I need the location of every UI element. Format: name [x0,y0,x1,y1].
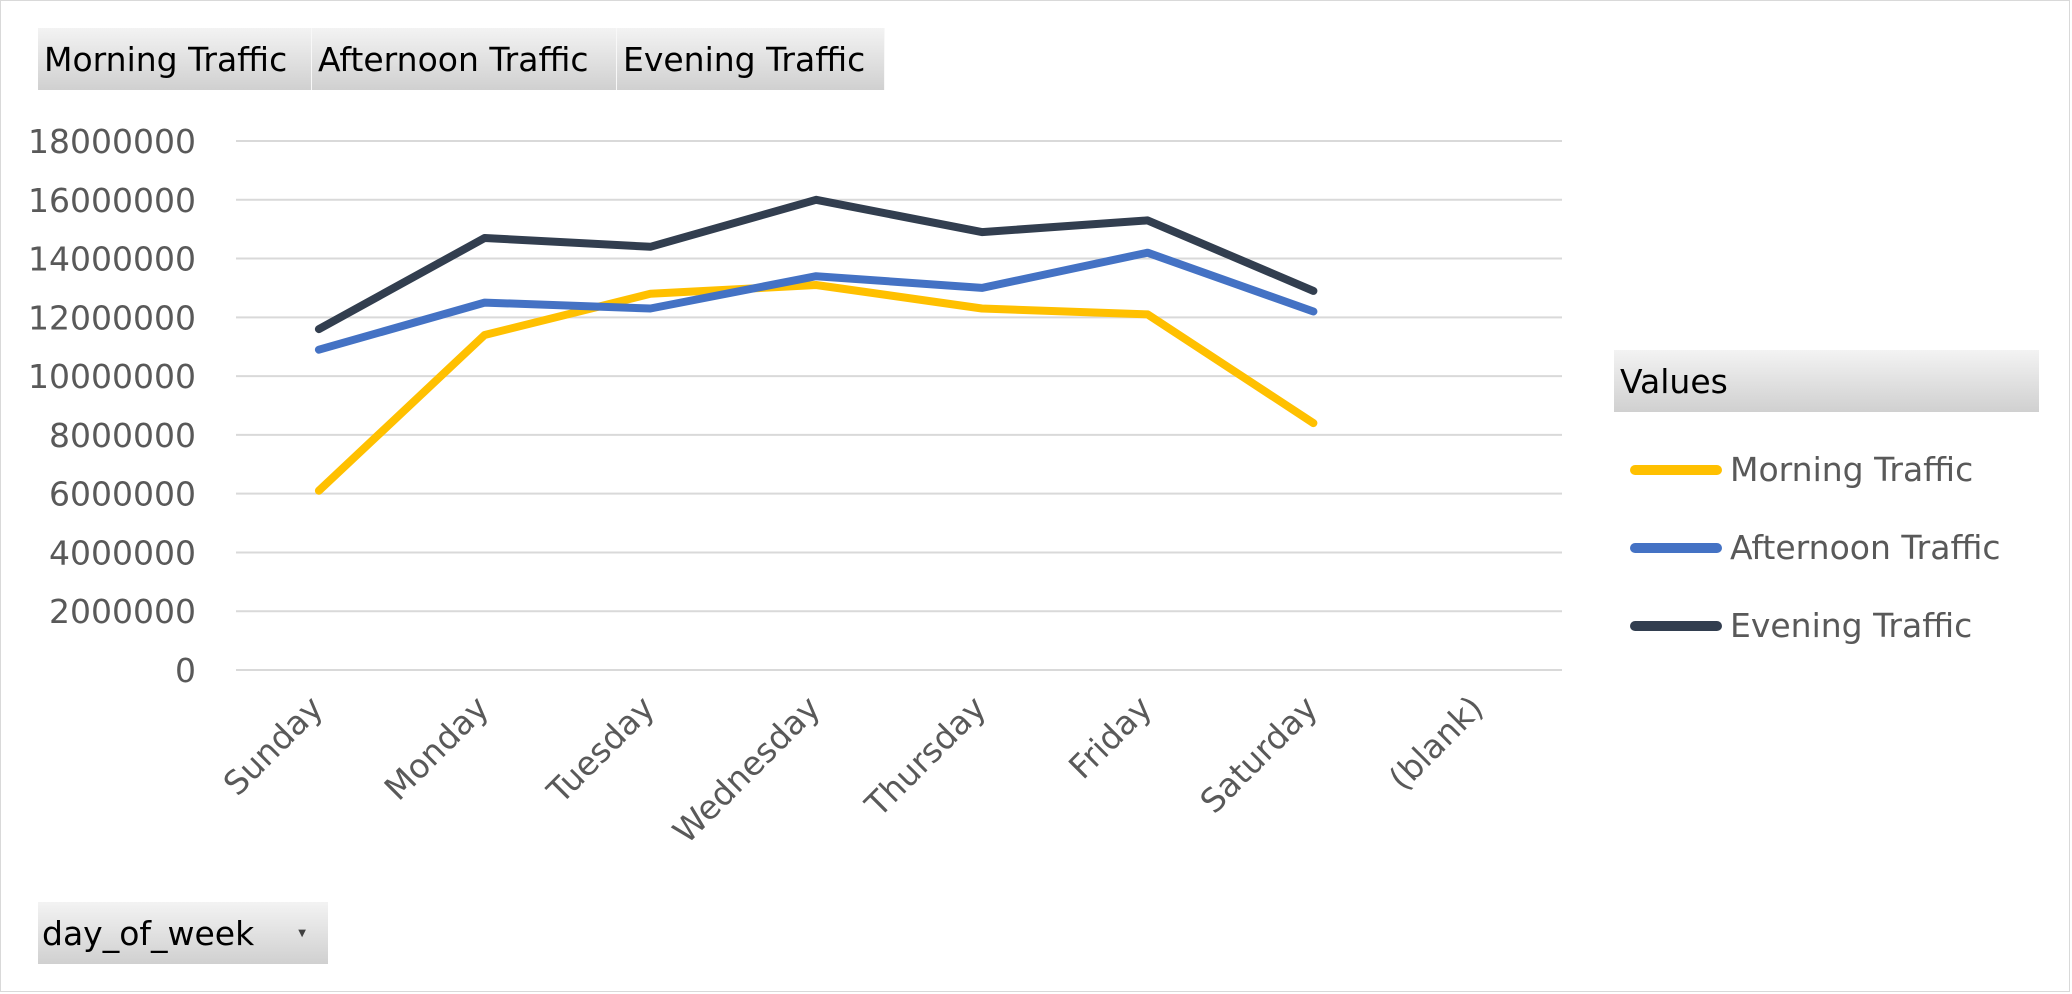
legend-swatch [1630,542,1722,553]
series-lines [314,195,1318,495]
x-tick-label: Friday [1061,688,1159,786]
filter-label: day_of_week [42,913,255,953]
x-tick-label: Wednesday [665,688,828,851]
y-tick-label: 18000000 [28,122,196,161]
legend-label: Afternoon Traffic [1730,528,2001,567]
y-tick-label: 16000000 [28,181,196,220]
y-tick-label: 12000000 [28,298,196,337]
x-tick-label: Saturday [1192,688,1325,821]
x-axis-ticks: Sunday Monday Tuesday Wednesday Thursday Frid… [216,688,1491,851]
x-tick-label: (blank) [1381,688,1491,798]
field-button-morning-traffic[interactable]: Morning Traffic [38,28,312,90]
y-axis-ticks: 0 2000000 4000000 6000000 8000000 10000000 120… [28,122,196,690]
y-tick-label: 4000000 [49,533,196,572]
legend-label: Morning Traffic [1730,450,1974,489]
y-tick-label: 8000000 [49,416,196,455]
series-line-evening-traffic[interactable] [314,195,1318,334]
series-line-morning-traffic[interactable] [314,281,1318,495]
y-tick-label: 0 [175,651,196,690]
gridlines [236,140,1562,671]
y-tick-label: 6000000 [49,475,196,514]
x-tick-label: Sunday [216,688,331,803]
y-tick-label: 14000000 [28,240,196,279]
x-tick-label: Monday [377,688,497,808]
series-line-afternoon-traffic[interactable] [314,248,1318,354]
legend-item-evening-traffic[interactable]: Evening Traffic [1630,606,1972,645]
y-tick-label: 2000000 [49,592,196,631]
x-tick-label: Thursday [857,688,994,825]
legend: Values Morning Traffic Afternoon Traffic… [1614,350,2039,645]
field-button-afternoon-traffic[interactable]: Afternoon Traffic [312,28,617,90]
legend-label: Evening Traffic [1730,606,1973,645]
legend-item-afternoon-traffic[interactable]: Afternoon Traffic [1630,528,2001,567]
legend-title: Values [1614,350,2039,412]
legend-item-morning-traffic[interactable]: Morning Traffic [1630,450,1973,489]
legend-swatch [1630,620,1722,631]
value-field-buttons: Morning Traffic Afternoon Traffic Evenin… [38,28,885,90]
dropdown-arrow-icon: ▼ [298,928,306,939]
legend-swatch [1630,464,1722,475]
field-button-evening-traffic[interactable]: Evening Traffic [617,28,885,90]
day-of-week-filter-button[interactable]: day_of_week ▼ [38,902,328,964]
y-tick-label: 10000000 [28,357,196,396]
x-tick-label: Tuesday [539,688,662,811]
